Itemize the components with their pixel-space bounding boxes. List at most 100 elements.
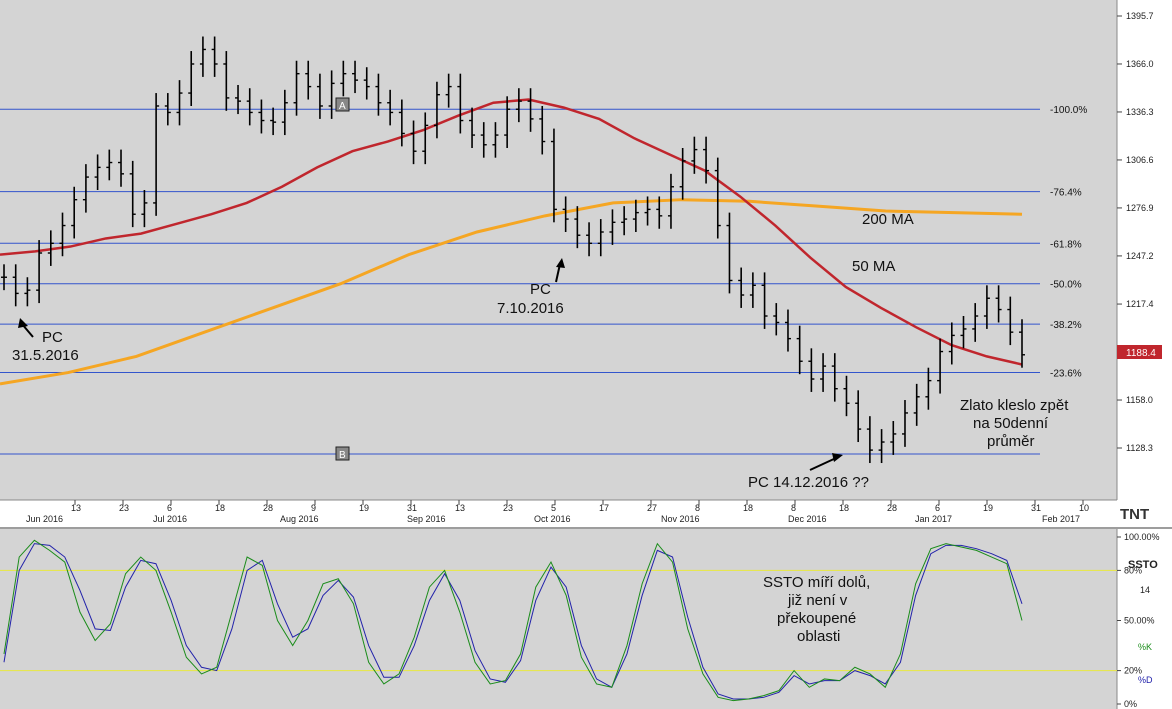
month-label: Aug 2016 [280,514,319,524]
ma50-line [0,98,1023,366]
current-price-label: 1188.4 [1126,348,1156,359]
price-tick-label: 1306.6 [1126,155,1154,165]
price-tick-label: 1217.4 [1126,299,1154,309]
date-tick-label: 8 [695,503,700,513]
zlato-line2: na 50denní [973,415,1049,432]
pc3-arrowhead [832,453,843,462]
date-tick-label: 18 [743,503,753,513]
point-b-label: B [339,450,346,461]
fib-label: -38.2% [1050,320,1082,331]
ssto-tick-label: 50.00% [1124,616,1155,626]
fibonacci-levels: -100.0% -76.4% -61.8% -50.0% -38.2% -23.6% [0,105,1087,455]
date-tick-label: 13 [455,503,465,513]
month-label: Feb 2017 [1042,514,1080,524]
date-tick-label: 5 [551,503,556,513]
ssto-d-line [3,543,1023,700]
ma200-series [0,198,1023,386]
ma200-label: 200 MA [862,211,914,228]
ssto-k-line [3,539,1023,702]
fib-label: -23.6% [1050,369,1082,380]
pc3-arrow [809,457,837,471]
date-tick-label: 17 [599,503,609,513]
date-tick-label: 23 [503,503,513,513]
oscillator-axis [1117,529,1172,709]
pc2-label: PC [530,281,551,298]
price-axis [1117,0,1172,500]
oscillator-plot-area [0,529,1117,709]
date-tick-label: 19 [359,503,369,513]
price-tick-label: 1336.3 [1126,107,1154,117]
pc2-arrowhead [556,258,565,268]
point-b-box [335,446,350,461]
pc3-label: PC 14.12.2016 ?? [748,474,869,491]
price-tick-label: 1276.9 [1126,203,1154,213]
ssto-period: 14 [1140,585,1150,595]
month-label: Sep 2016 [407,514,446,524]
date-tick-label: 31 [407,503,417,513]
month-label: Jul 2016 [153,514,187,524]
ssto-tick-label: 100.00% [1124,532,1160,542]
ssto-ann-line3: překoupené [777,610,856,627]
price-tick-label: 1366.0 [1126,59,1154,69]
main-plot-area [0,0,1117,500]
ssto-tick-label: 0% [1124,699,1137,709]
month-label: Dec 2016 [788,514,827,524]
date-tick-label: 6 [935,503,940,513]
tnt-logo: TNT [1120,506,1149,523]
date-tick-label: 27 [647,503,657,513]
date-ticks: 13 23 6 18 28 9 19 31 13 23 5 17 27 8 18 8 18 28 6 19 31 10 Ju… [26,500,1089,524]
ssto-tick-label: 20% [1124,666,1142,676]
oscillator-ticks: 100.00% 80% 50.00% 20% 0% [1117,532,1160,709]
pc1-label: PC [42,329,63,346]
fib-label: -61.8% [1050,239,1082,250]
date-tick-label: 28 [263,503,273,513]
date-tick-label: 18 [215,503,225,513]
ma200-line [0,198,1023,386]
price-tick-label: 1158.0 [1126,395,1153,405]
ma50-label: 50 MA [852,258,895,275]
oscillator-levels [0,569,1117,672]
logo-box [1117,500,1172,527]
fib-label: -100.0% [1050,105,1087,116]
current-price-tag [1117,345,1162,359]
date-tick-label: 6 [167,503,172,513]
date-axis [0,500,1117,527]
fib-label: -76.4% [1050,188,1082,199]
ma50-series [0,98,1023,366]
date-tick-label: 19 [983,503,993,513]
date-tick-label: 8 [791,503,796,513]
point-a-box [335,97,350,112]
price-tick-label: 1128.3 [1126,443,1153,453]
pc1-arrowhead [18,318,28,328]
month-label: Nov 2016 [661,514,700,524]
ssto-d-label: %D [1138,675,1153,685]
pc1-date: 31.5.2016 [12,347,79,364]
month-label: Jun 2016 [26,514,63,524]
ssto-title: SSTO [1128,559,1158,571]
zlato-line1: Zlato kleslo zpět [960,397,1069,414]
date-tick-label: 23 [119,503,129,513]
pc2-date: 7.10.2016 [497,300,564,317]
ssto-d-series [3,543,1023,700]
ssto-ann-line2: již není v [787,592,848,609]
ssto-k-label: %K [1138,642,1152,652]
date-tick-label: 31 [1031,503,1041,513]
zlato-line3: průměr [987,433,1035,450]
ssto-ann-line1: SSTO míří dolů, [763,574,870,591]
date-tick-label: 9 [311,503,316,513]
ssto-ann-line4: oblasti [797,628,840,645]
ssto-k-series [3,539,1023,702]
price-tick-label: 1247.2 [1126,251,1154,261]
month-label: Jan 2017 [915,514,952,524]
fib-label: -50.0% [1050,280,1082,291]
ssto-tick-label: 80% [1124,565,1142,575]
date-tick-label: 13 [71,503,81,513]
ohlc-bars [1,36,1025,464]
date-tick-label: 10 [1079,503,1089,513]
date-tick-label: 28 [887,503,897,513]
month-label: Oct 2016 [534,514,571,524]
price-tick-label: 1395.7 [1126,11,1154,21]
point-a-label: A [339,101,346,112]
date-tick-label: 18 [839,503,849,513]
